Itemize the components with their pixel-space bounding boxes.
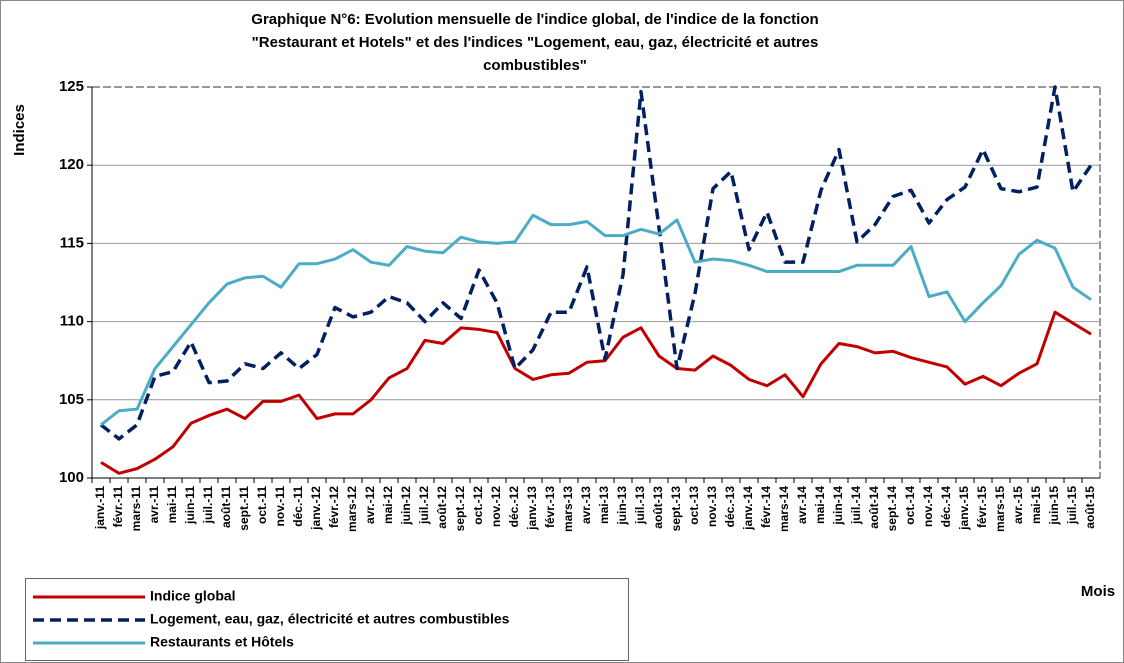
y-axis-label: Indices (11, 104, 28, 156)
x-tick-label: juin-13 (615, 486, 629, 526)
x-tick-label: juil.-12 (417, 486, 431, 525)
x-tick-label: nov.-11 (273, 486, 287, 527)
x-tick-label: janv.-14 (741, 486, 755, 531)
x-tick-label: mars-15 (993, 486, 1007, 532)
x-tick-label: févr.-12 (327, 486, 341, 528)
x-tick-label: sept.-12 (453, 486, 467, 532)
x-tick-label: mars-11 (129, 486, 143, 532)
y-tick-label: 125 (59, 78, 84, 95)
legend-label: Indice global (150, 588, 236, 604)
x-tick-label: févr.-14 (759, 486, 773, 528)
x-tick-label: juin-12 (399, 486, 413, 526)
x-tick-label: janv.-12 (309, 486, 323, 531)
x-tick-label: août-12 (435, 486, 449, 529)
x-tick-label: déc.-11 (291, 486, 305, 527)
x-tick-label: juil.-11 (201, 486, 215, 525)
x-tick-label: juin-14 (831, 486, 845, 526)
chart-title: Graphique N°6: Evolution mensuelle de l'… (251, 11, 818, 28)
x-tick-label: déc.-13 (723, 486, 737, 528)
x-tick-label: avr.-11 (147, 486, 161, 524)
x-tick-label: juil.-13 (633, 486, 647, 525)
x-tick-label: mai-13 (597, 486, 611, 524)
x-tick-label: mars-12 (345, 486, 359, 532)
series-line (100, 213, 1092, 427)
x-tick-label: août-14 (867, 486, 881, 529)
x-tick-label: sept.-11 (237, 486, 251, 531)
x-tick-label: oct.-13 (687, 486, 701, 525)
x-tick-label: déc.-12 (507, 486, 521, 528)
x-tick-label: sept.-13 (669, 486, 683, 532)
x-tick-label: mai-14 (813, 486, 827, 524)
x-tick-label: nov.-13 (705, 486, 719, 527)
x-tick-label: mai-15 (1029, 486, 1043, 524)
x-tick-label: avr.-14 (795, 486, 809, 524)
x-tick-label: oct.-11 (255, 486, 269, 524)
x-tick-label: oct.-14 (903, 486, 917, 525)
x-tick-label: août-15 (1083, 486, 1097, 529)
y-tick-label: 100 (59, 469, 84, 486)
series-line (99, 85, 1093, 441)
x-tick-label: avr.-15 (1011, 486, 1025, 524)
x-tick-label: août-13 (651, 486, 665, 529)
series-line (100, 310, 1092, 475)
x-tick-label: mai-12 (381, 486, 395, 524)
x-tick-label: déc.-14 (939, 486, 953, 528)
chart-title: combustibles" (483, 57, 587, 74)
x-tick-label: juin-11 (183, 486, 197, 525)
x-tick-label: févr.-11 (111, 486, 125, 528)
y-tick-label: 110 (60, 313, 84, 330)
y-tick-label: 115 (60, 234, 84, 251)
x-axis-label: Mois (1081, 583, 1115, 600)
x-tick-label: févr.-13 (543, 486, 557, 528)
x-tick-label: sept.-14 (885, 486, 899, 532)
x-tick-label: janv.-13 (525, 486, 539, 531)
x-tick-label: nov.-12 (489, 486, 503, 527)
x-tick-label: mars-14 (777, 486, 791, 532)
x-tick-label: juin-15 (1047, 486, 1061, 526)
x-tick-label: févr.-15 (975, 486, 989, 528)
y-tick-label: 120 (59, 156, 84, 173)
x-tick-label: avr.-13 (579, 486, 593, 524)
legend-label: Logement, eau, gaz, électricité et autre… (150, 611, 510, 627)
legend-label: Restaurants et Hôtels (150, 634, 294, 650)
x-tick-label: avr.-12 (363, 486, 377, 524)
x-tick-label: juil.-14 (849, 486, 863, 525)
x-tick-label: nov.-14 (921, 486, 935, 527)
x-tick-label: janv.-11 (93, 486, 107, 530)
x-tick-label: oct.-12 (471, 486, 485, 525)
x-tick-label: mars-13 (561, 486, 575, 532)
x-tick-label: janv.-15 (957, 486, 971, 531)
x-tick-label: août-11 (219, 486, 233, 528)
chart-title: "Restaurant et Hotels" et des l'indices … (252, 34, 819, 51)
x-tick-label: juil.-15 (1065, 486, 1079, 525)
y-tick-label: 105 (59, 391, 84, 408)
x-tick-label: mai-11 (165, 486, 179, 524)
